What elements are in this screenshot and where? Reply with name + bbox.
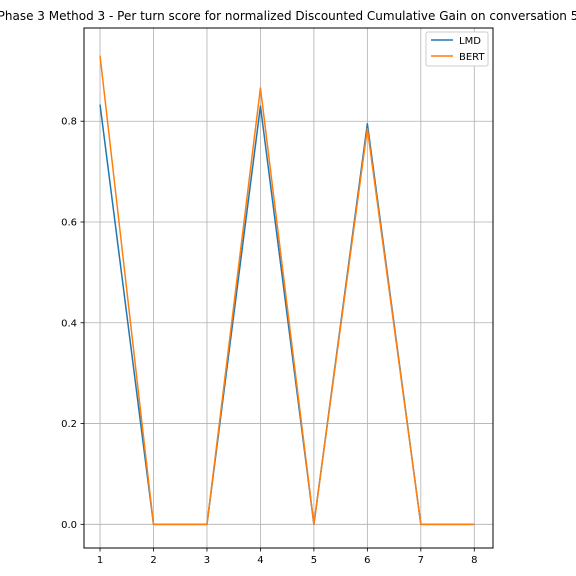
series-line-lmd: [99, 104, 475, 526]
x-tick-label: 6: [364, 555, 370, 566]
grid-lines: [84, 28, 493, 548]
x-tick-label: 8: [471, 555, 477, 566]
series-line-bert: [99, 55, 475, 526]
y-tick-label: 0.6: [61, 217, 77, 228]
x-tick-label: 1: [97, 555, 103, 566]
x-tick-label: 4: [257, 555, 263, 566]
series-lines: [99, 55, 475, 526]
y-axis: 0.0 0.2 0.4 0.6 0.8: [61, 117, 84, 531]
x-tick-label: 7: [418, 555, 424, 566]
x-tick-label: 2: [150, 555, 156, 566]
y-tick-label: 0.0: [61, 520, 77, 531]
legend-label-bert: BERT: [459, 52, 485, 63]
y-tick-label: 0.4: [61, 318, 77, 329]
y-tick-label: 0.8: [61, 117, 77, 128]
y-tick-label: 0.2: [61, 419, 77, 430]
plot-area-frame: [83, 27, 494, 549]
x-tick-label: 5: [311, 555, 317, 566]
legend-label-lmd: LMD: [459, 36, 481, 47]
x-axis: 1 2 3 4 5 6 7 8: [97, 548, 477, 566]
x-tick-label: 3: [204, 555, 210, 566]
legend: LMD BERT: [425, 31, 489, 67]
chart-title: Phase 3 Method 3 - Per turn score for no…: [0, 9, 576, 23]
